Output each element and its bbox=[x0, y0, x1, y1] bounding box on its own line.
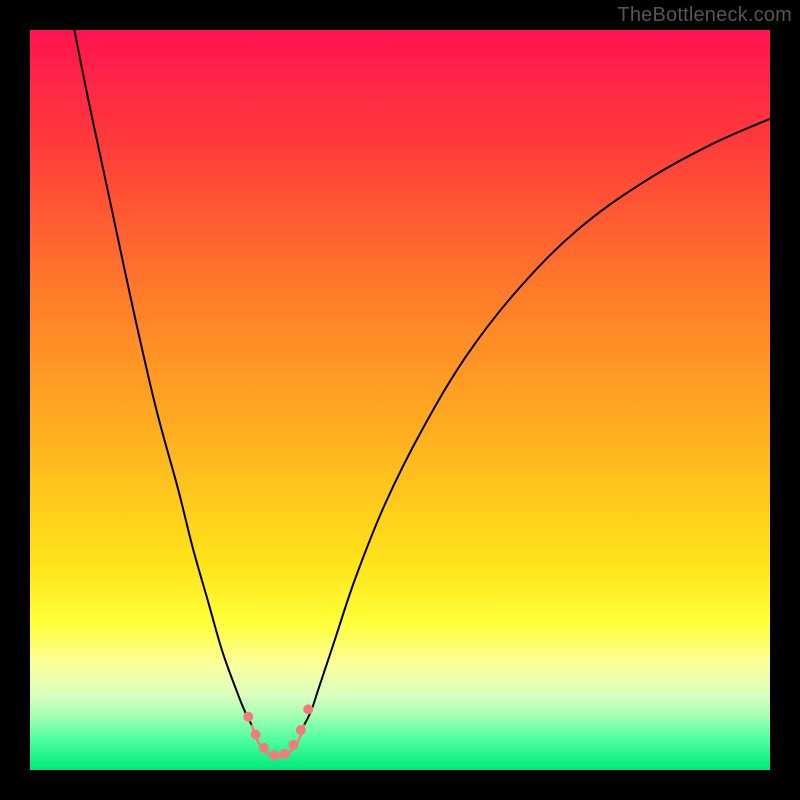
bottleneck-curve-chart bbox=[0, 0, 800, 800]
valley-dot bbox=[280, 749, 290, 759]
valley-dot bbox=[269, 750, 279, 760]
valley-dot bbox=[303, 704, 313, 714]
plot-background bbox=[30, 30, 770, 770]
valley-dot bbox=[251, 729, 261, 739]
valley-dot bbox=[259, 743, 269, 753]
valley-dot bbox=[243, 712, 253, 722]
chart-stage: TheBottleneck.com bbox=[0, 0, 800, 800]
valley-dot bbox=[288, 740, 298, 750]
valley-dot bbox=[296, 725, 306, 735]
